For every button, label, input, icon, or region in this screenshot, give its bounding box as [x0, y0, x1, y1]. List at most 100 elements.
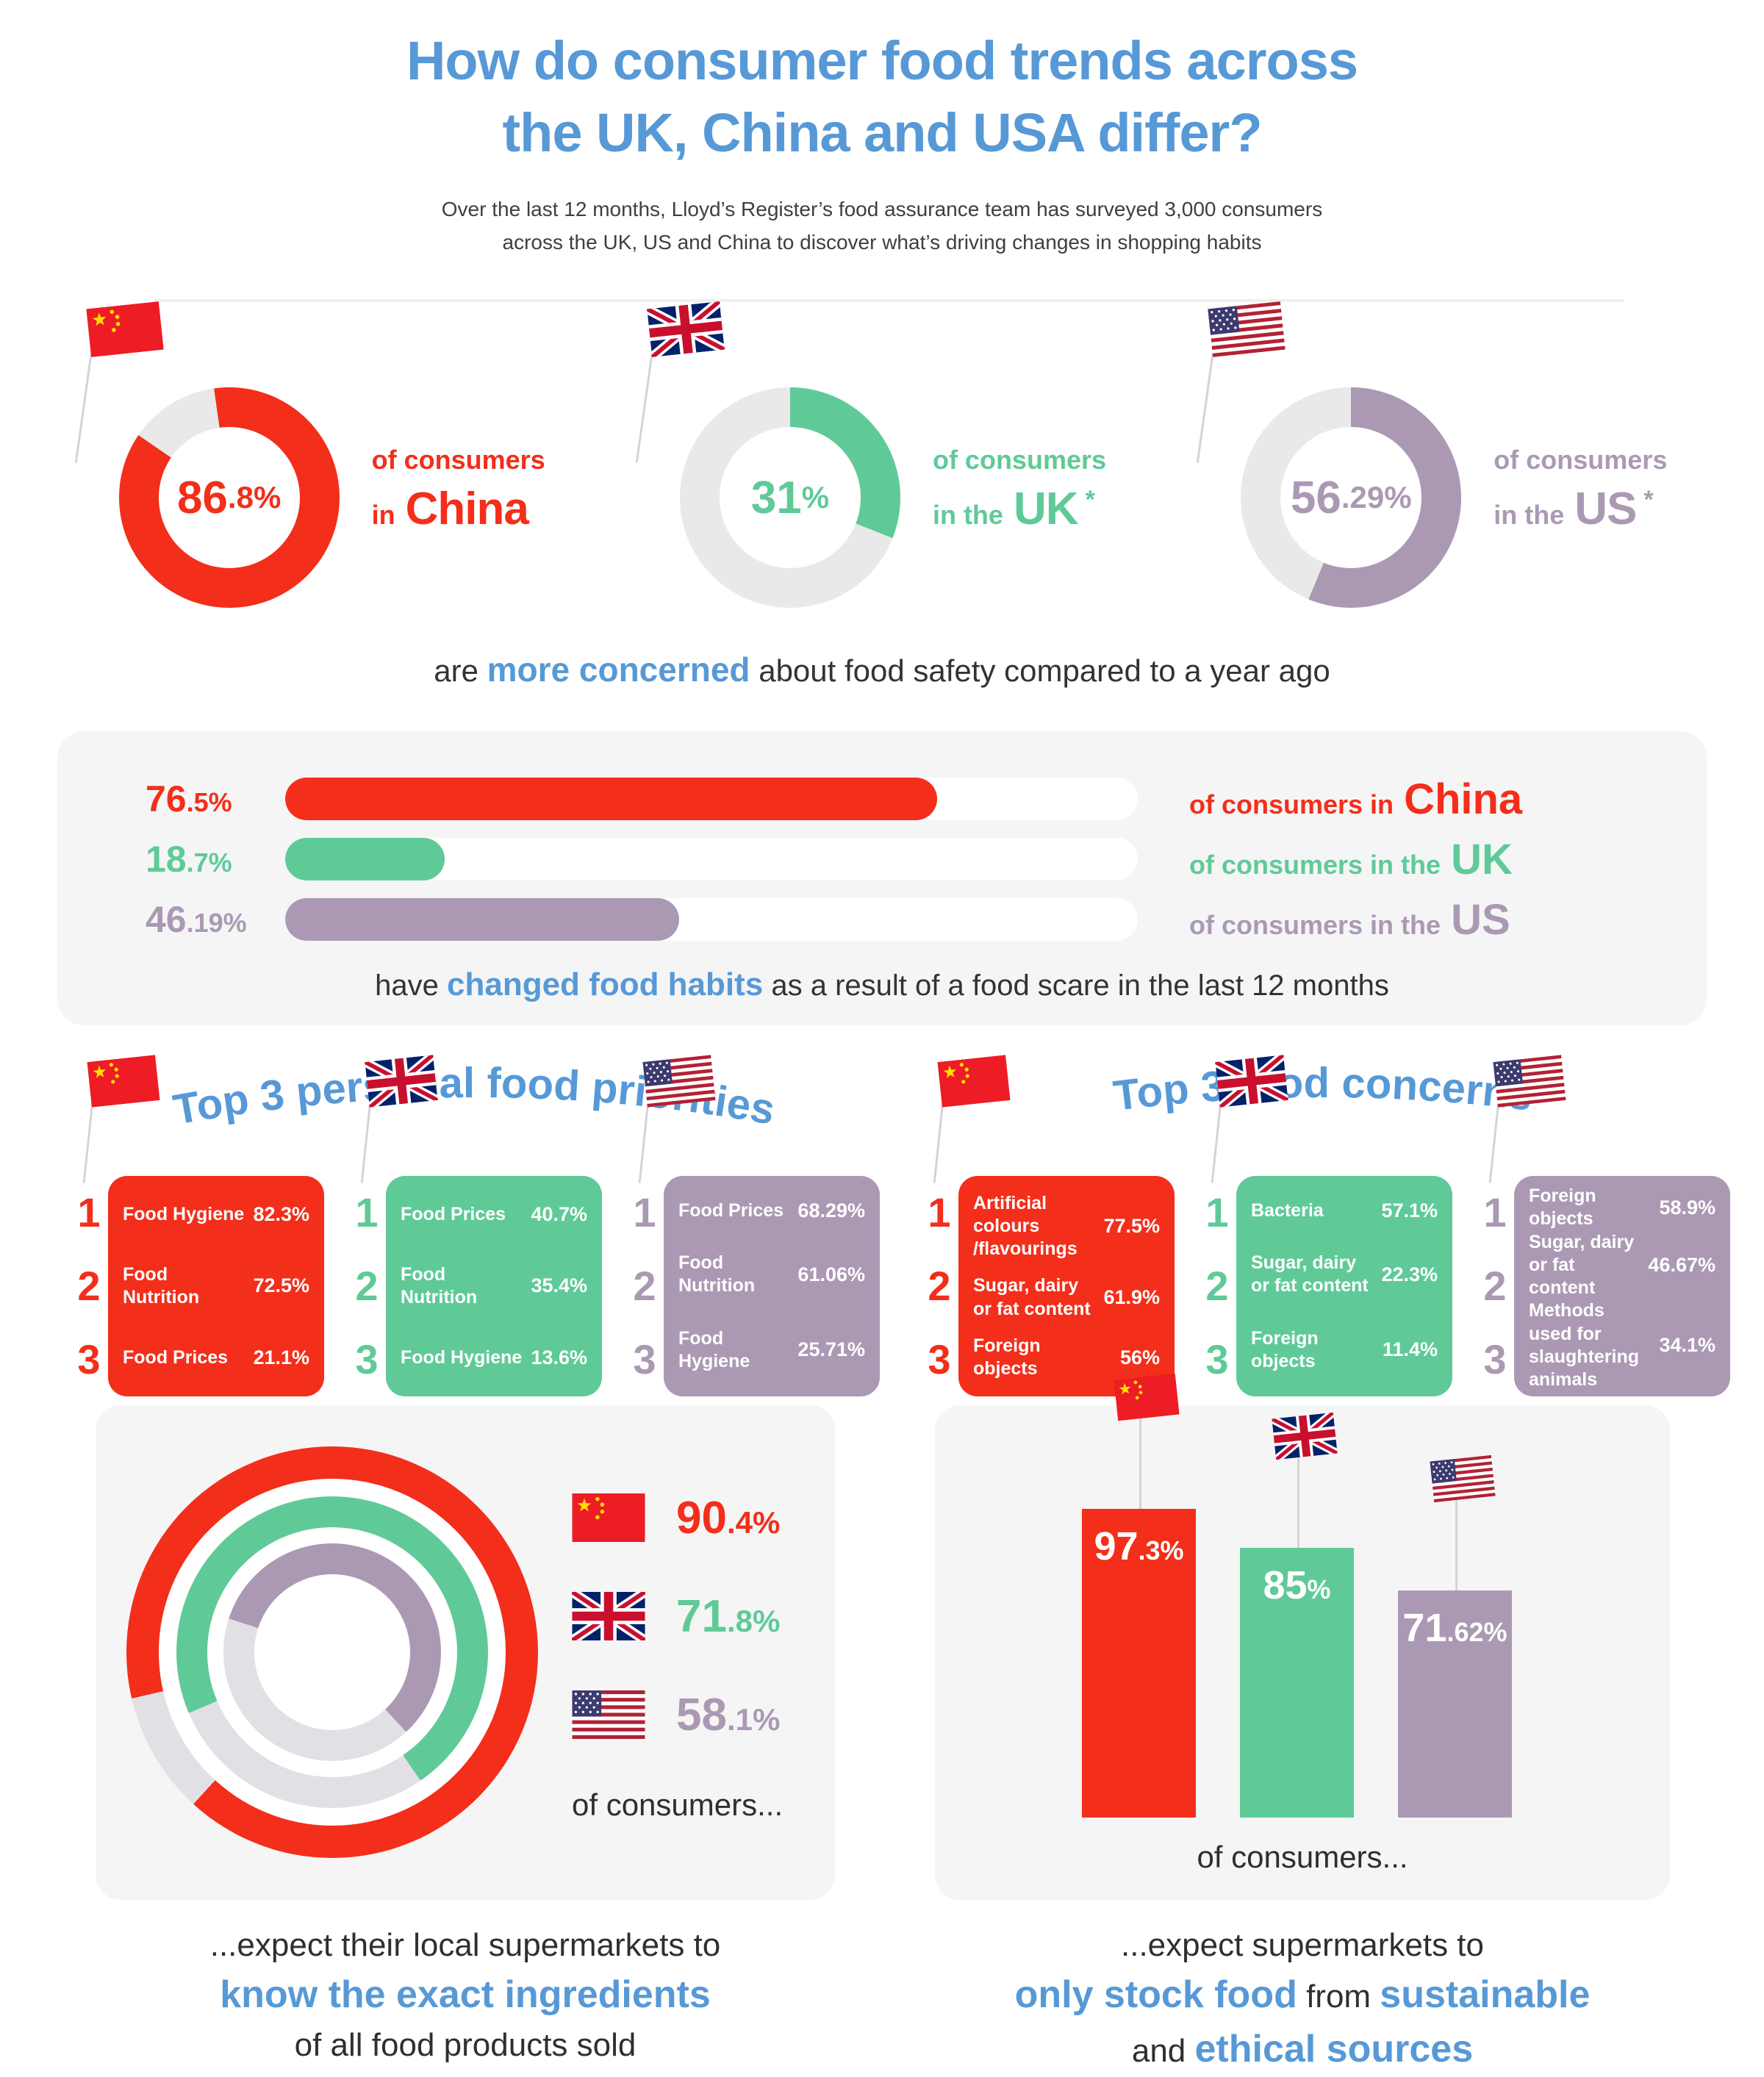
usa-flag-icon	[1430, 1454, 1495, 1502]
us-donut-group: 56.29% of consumers in the US *	[1174, 334, 1735, 643]
row-label: Food Hygiene	[401, 1346, 523, 1368]
stock-caption: ...expect supermarkets to only stock foo…	[935, 1923, 1670, 2077]
china-bar-percent: 76.5%	[57, 778, 285, 820]
pct-small: .62%	[1446, 1616, 1507, 1647]
row-value: 72.5%	[253, 1274, 309, 1297]
label-country: UK	[1451, 835, 1513, 883]
caption-mid: from	[1297, 1979, 1380, 2015]
priorities-china-card-unit: 1 2 3 Food Hygiene 82.3% Food Nutrition 72…	[70, 1176, 324, 1396]
china-flag-icon	[1114, 1373, 1179, 1420]
ring-gap	[159, 1479, 506, 1826]
ring-gap	[207, 1527, 457, 1777]
rank-column: 1 2 3	[920, 1176, 958, 1396]
rank-column: 1 2 3	[70, 1176, 108, 1396]
subtitle: Over the last 12 months, Lloyd’s Registe…	[0, 193, 1764, 259]
row-value: 57.1%	[1381, 1199, 1438, 1222]
asterisk: *	[1643, 486, 1654, 514]
uk-flagpole	[1211, 1055, 1288, 1183]
label-prefix: of consumers in the	[1189, 909, 1441, 940]
card-row: Foreign objects 11.4%	[1251, 1327, 1438, 1374]
row-value: 22.3%	[1381, 1263, 1438, 1285]
row-value: 40.7%	[531, 1203, 587, 1226]
flag-pole	[1197, 346, 1216, 463]
row-label: Bacteria	[1251, 1199, 1324, 1221]
concentric-rings-chart	[126, 1446, 538, 1858]
uk-flag-icon	[1215, 1055, 1288, 1107]
uk-vbar-value: 85%	[1233, 1563, 1361, 1608]
china-bar-track	[285, 778, 1138, 820]
label-prefix: of consumers in	[1189, 789, 1394, 819]
priorities-us-card: Food Prices 68.29% Food Nutrition 61.06% F…	[664, 1176, 880, 1396]
pct-big: 46	[146, 899, 187, 940]
card-row: Food Prices 68.29%	[678, 1199, 865, 1222]
food-safety-caption: are more concerned about food safety com…	[0, 650, 1764, 689]
us-donut-pct-big: 56	[1290, 472, 1341, 523]
subtitle-line2: across the UK, US and China to discover …	[502, 231, 1262, 254]
card-row: Food Hygiene 82.3%	[123, 1203, 309, 1226]
rank-1: 1	[1483, 1189, 1507, 1235]
rank-1: 1	[633, 1189, 656, 1235]
flag-pole	[74, 346, 93, 463]
row-label: Foreign objects	[973, 1335, 1041, 1380]
china-flagpole	[74, 305, 162, 463]
rank-3: 3	[77, 1336, 101, 1382]
us-donut-label: of consumers in the US *	[1494, 445, 1667, 535]
caption-highlight: more concerned	[487, 650, 750, 689]
label-prefix: in the	[1494, 500, 1565, 530]
row-label: Sugar, dairy or fat content	[973, 1275, 1091, 1319]
label-prefix: of consumers in the	[1189, 849, 1441, 880]
uk-bar-percent: 18.7%	[57, 838, 285, 880]
card-row: Food Prices 21.1%	[123, 1346, 309, 1369]
us-ring	[223, 1543, 441, 1761]
caption-prefix: have	[375, 969, 448, 1002]
pct-big: 90	[676, 1492, 727, 1543]
rank-2: 2	[77, 1263, 101, 1309]
pct-big: 97	[1094, 1524, 1139, 1568]
rank-column: 1 2 3	[348, 1176, 386, 1396]
us-bar-row: 46.19% of consumers in the US	[57, 890, 1707, 949]
rank-2: 2	[928, 1263, 951, 1309]
changed-habits-panel: 76.5% of consumers in China 18.7% of con…	[57, 731, 1707, 1025]
uk-vbar: 85%	[1240, 1548, 1354, 1818]
rank-1: 1	[1205, 1189, 1229, 1235]
label-prefix: in the	[932, 500, 1003, 530]
rank-2: 2	[1483, 1263, 1507, 1309]
flag-pole	[1455, 1496, 1458, 1590]
label-country: China	[405, 484, 529, 534]
row-value: 56%	[1119, 1346, 1160, 1368]
uk-donut-pct-small: %	[801, 480, 830, 514]
us-bar-fill	[285, 898, 679, 941]
us-flagpole	[1488, 1058, 1564, 1183]
priorities-heading: Top 3 personal food priorities	[170, 1059, 778, 1134]
us-donut-label-line1: of consumers	[1494, 445, 1668, 475]
header-divider	[154, 299, 1624, 302]
uk-legend-value: 71.8%	[676, 1590, 780, 1643]
caption-highlight: changed food habits	[447, 966, 764, 1002]
uk-bar-label: of consumers in the UK	[1189, 835, 1513, 884]
row-label: Artificial colours /flavourings	[973, 1192, 1078, 1260]
row-label: Sugar, dairy or fat content	[1251, 1252, 1369, 1296]
china-donut-label-line1: of consumers	[371, 445, 545, 475]
card-row: Food Nutrition 72.5%	[123, 1263, 309, 1310]
caption-suffix: as a result of a food scare in the last …	[763, 969, 1389, 1002]
rank-1: 1	[928, 1189, 951, 1235]
row-label: Food Prices	[123, 1346, 229, 1368]
uk-donut-label-line2: in the UK *	[933, 483, 1106, 535]
china-vbar: 97.3%	[1082, 1509, 1196, 1818]
pct-big: 71	[1402, 1605, 1447, 1650]
china-donut-label: of consumers in China	[372, 445, 545, 535]
uk-flag-icon	[1272, 1413, 1337, 1460]
card-row: Food Hygiene 25.71%	[678, 1327, 865, 1374]
label-country: US	[1451, 895, 1510, 944]
row-label: Food Prices	[678, 1199, 784, 1221]
caption-prefix: and	[1131, 2033, 1195, 2070]
flag-pole	[635, 346, 654, 463]
flag-pole	[1297, 1453, 1299, 1548]
row-value: 35.4%	[531, 1274, 587, 1297]
us-bar-track	[285, 898, 1138, 941]
concerns-heading-text: Top 3 food concerns	[1111, 1059, 1535, 1120]
rings-legend: 90.4% 71.8% 58.1% of consumers...	[572, 1492, 783, 1823]
concerns-us-card: Foreign objects 58.9% Sugar, dairy or fat…	[1514, 1176, 1730, 1396]
china-vbar-value: 97.3%	[1075, 1524, 1203, 1569]
header: How do consumer food trends across the U…	[0, 25, 1764, 259]
